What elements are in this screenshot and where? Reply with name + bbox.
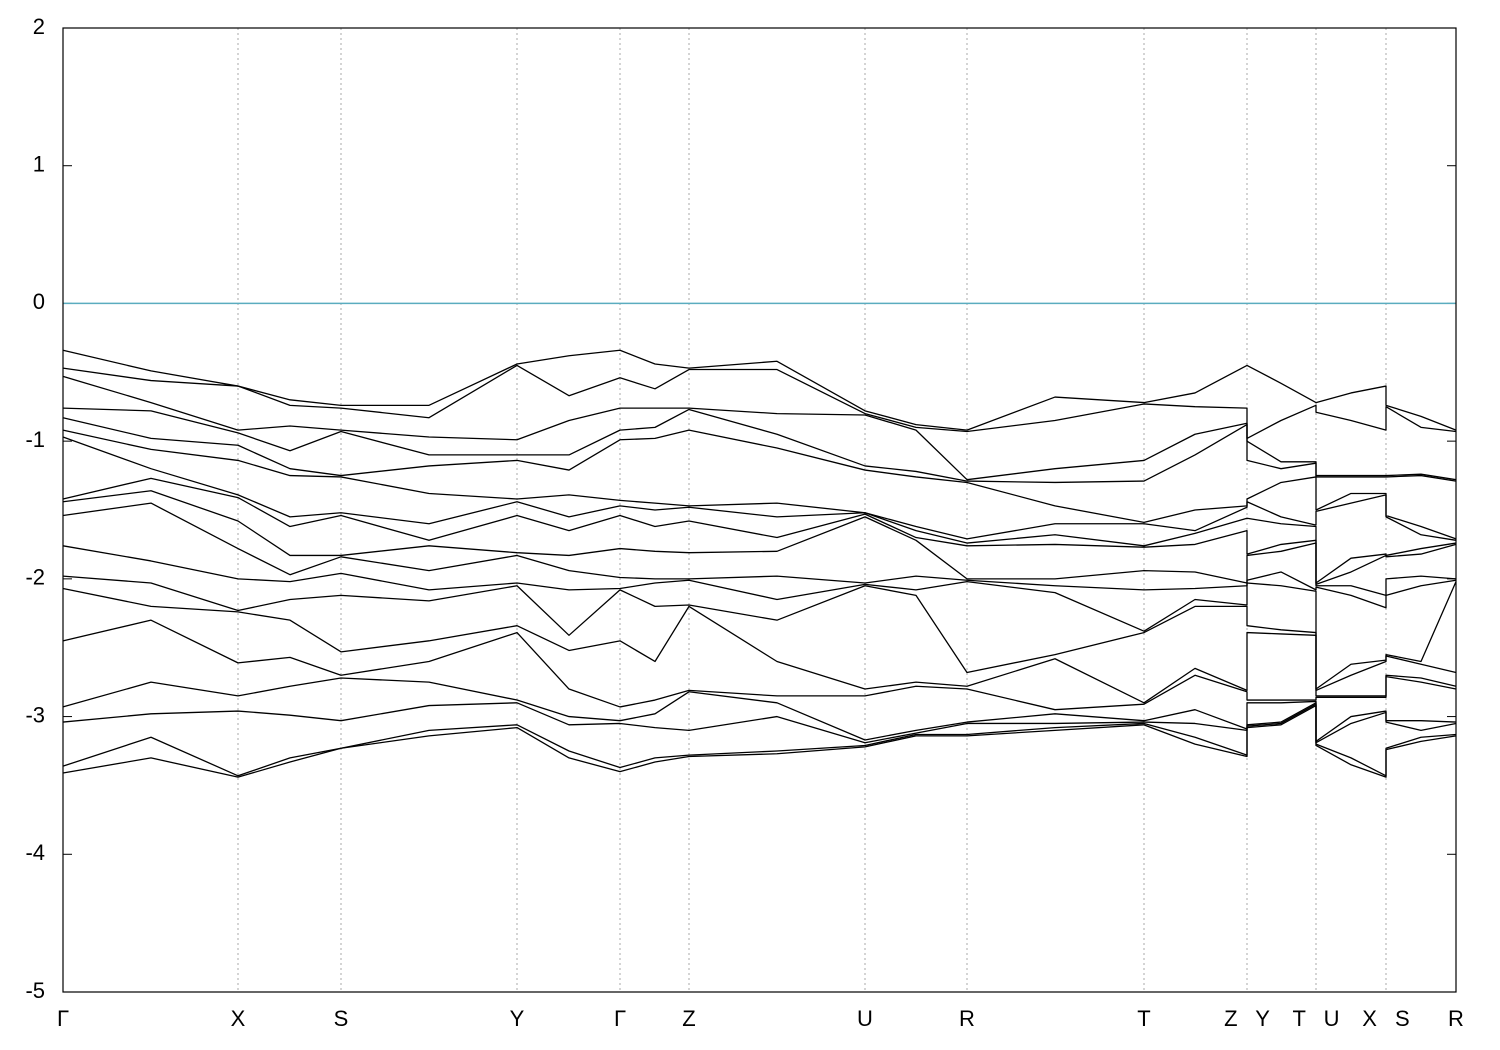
x-tick-label: U: [857, 1006, 873, 1031]
band-line: [62, 575, 1457, 692]
x-tick-label: T: [1137, 1006, 1150, 1031]
band-line: [62, 349, 1457, 431]
x-tick-label: Γ: [614, 1006, 626, 1031]
band-line: [62, 477, 1457, 586]
x-tick-label: X S: [1362, 1006, 1409, 1031]
band-line: [62, 364, 1457, 440]
x-tick-label: S: [334, 1006, 349, 1031]
x-tick-label: R: [1448, 1006, 1464, 1031]
band-line: [62, 545, 1457, 690]
x-tick-label: Γ: [57, 1006, 69, 1031]
x-tick-label: Y: [510, 1006, 525, 1031]
y-tick-label: -5: [25, 978, 45, 1003]
plot-frame: [62, 27, 1457, 993]
band-line: [62, 490, 1457, 597]
y-tick-label: -3: [25, 702, 45, 727]
y-tick-label: -4: [25, 840, 45, 865]
x-tick-label: R: [959, 1006, 975, 1031]
y-tick-label: -1: [25, 427, 45, 452]
x-tick-label: T U: [1292, 1006, 1339, 1031]
band-line: [62, 407, 1457, 484]
y-tick-label: 0: [33, 289, 45, 314]
band-line: [62, 502, 1457, 609]
band-line: [62, 703, 1457, 777]
band-line: [62, 436, 1457, 584]
band-line: [62, 587, 1457, 704]
y-tick-label: -2: [25, 565, 45, 590]
band-line: [62, 677, 1457, 743]
y-tick-label: 2: [33, 14, 45, 39]
x-tick-label: Z Y: [1224, 1006, 1270, 1031]
band-line: [62, 429, 1457, 541]
band-line: [62, 417, 1457, 540]
x-tick-label: X: [231, 1006, 246, 1031]
y-tick-label: 1: [33, 152, 45, 177]
band-line: [62, 702, 1457, 744]
band-line: [62, 704, 1457, 778]
band-line: [62, 619, 1457, 711]
x-tick-label: Z: [682, 1006, 695, 1031]
